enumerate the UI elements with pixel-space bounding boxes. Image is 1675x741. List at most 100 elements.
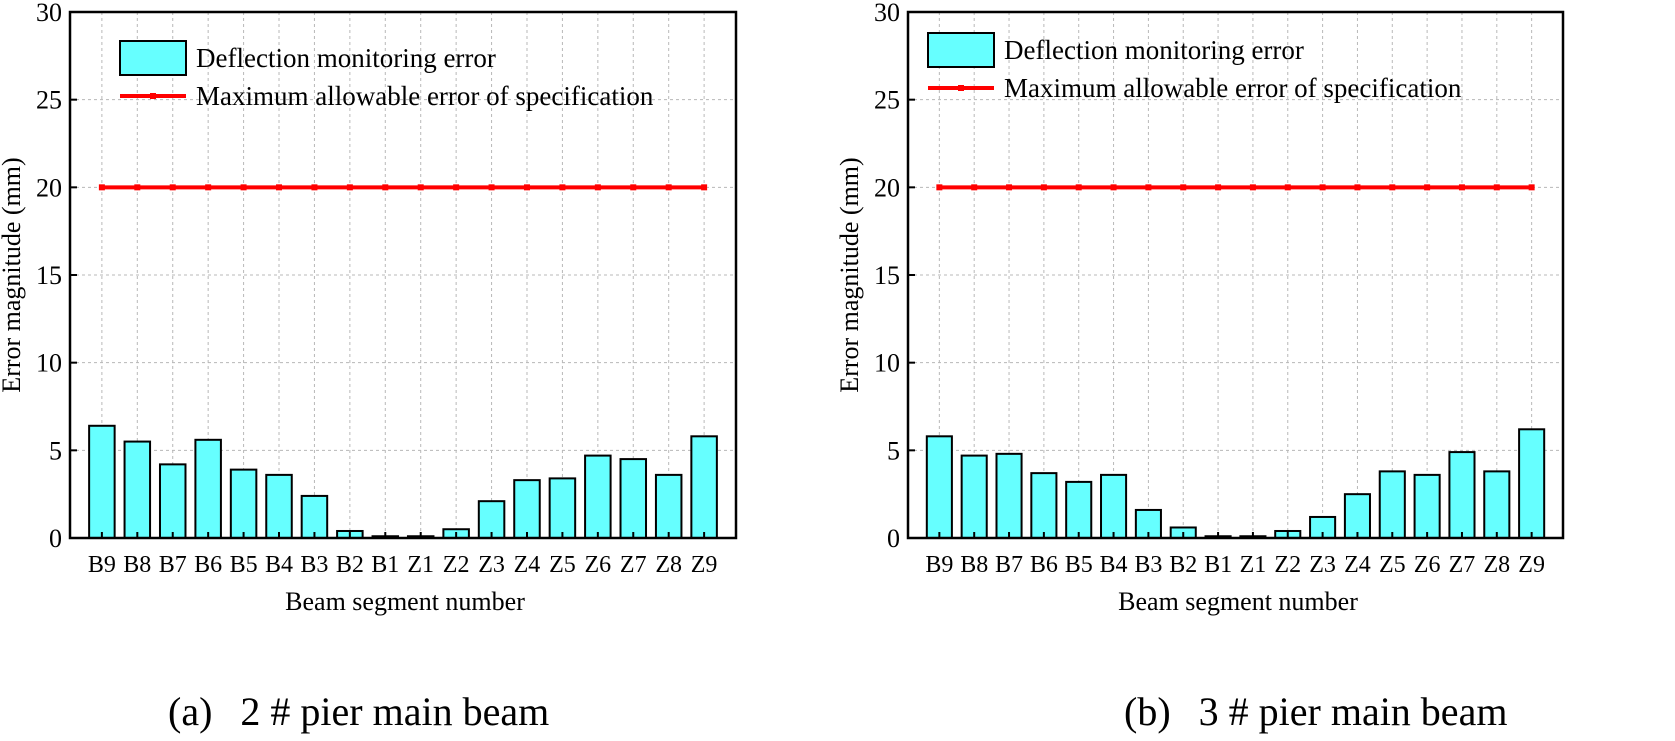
x-tick-label-B4: B4 — [1100, 552, 1128, 578]
bar-B3 — [300, 494, 329, 540]
spec-line-point — [523, 184, 530, 191]
y-tick-label: 25 — [36, 86, 62, 115]
x-tick-label-Z6: Z6 — [1414, 552, 1441, 578]
spec-line-point — [346, 184, 353, 191]
bar-Z8 — [654, 473, 683, 540]
spec-line-point — [382, 184, 389, 191]
spec-line-point — [453, 184, 460, 191]
x-tick-label-B7: B7 — [995, 552, 1023, 578]
bar-Z4 — [513, 479, 541, 540]
spec-line-point — [488, 184, 495, 191]
spec-line-point — [1040, 184, 1047, 191]
x-tick-label-Z9: Z9 — [691, 552, 718, 578]
x-tick-label-Z2: Z2 — [443, 552, 470, 578]
spec-line-point — [311, 184, 318, 191]
x-tick-label-Z4: Z4 — [514, 552, 541, 578]
x-tick-label-Z4: Z4 — [1344, 552, 1371, 578]
plot-frame — [906, 10, 1565, 540]
spec-line-point — [1006, 184, 1013, 191]
x-tick-label-Z6: Z6 — [585, 552, 612, 578]
x-tick-label-Z2: Z2 — [1274, 552, 1301, 578]
spec-line-point — [1249, 184, 1256, 191]
spec-line-point — [1389, 184, 1396, 191]
x-tick-label-Z3: Z3 — [1309, 552, 1336, 578]
legend-line-label: Maximum allowable error of specification — [1004, 73, 1462, 103]
bar-Z7 — [1448, 451, 1476, 539]
bar-Z6 — [584, 454, 612, 539]
spec-line-point — [1180, 184, 1187, 191]
spec-line-point — [1215, 184, 1222, 191]
bar-B8 — [123, 440, 152, 540]
caption-a-label: (a) — [168, 689, 213, 734]
x-tick-label-Z1: Z1 — [1240, 552, 1267, 578]
plot-frame — [68, 10, 738, 540]
bar-Z4 — [1343, 493, 1371, 539]
spec-line-point — [1145, 184, 1152, 191]
y-tick-label: 20 — [36, 173, 62, 202]
bar-Z5 — [1378, 470, 1406, 539]
x-tick-label-B6: B6 — [194, 552, 222, 578]
x-tick-label-Z8: Z8 — [1483, 552, 1510, 578]
spec-line-point — [1424, 184, 1431, 191]
bar-Z5 — [548, 477, 577, 539]
x-tick-label-B5: B5 — [230, 552, 258, 578]
x-tick-label-B4: B4 — [265, 552, 293, 578]
chart-panel-b: 0 5 10 15 20 25 30 B9 B8 B7 B6 B5 B4 B3 B2 B1 Z1 Z2 Z3 Z4 Z5… — [835, 0, 1565, 616]
x-tick-label-Z7: Z7 — [1449, 552, 1476, 578]
legend-line-marker — [150, 93, 156, 99]
spec-line-point — [276, 184, 283, 191]
y-tick-label: 0 — [49, 524, 62, 553]
x-tick-label-B3: B3 — [300, 552, 328, 578]
chart-panel-a: 0 5 10 15 20 25 30 B9 B8 B7 B6 B5 B4 B3 B2 B1 Z1 Z2 Z3 Z4 Z5… — [0, 0, 738, 616]
y-tick-label: 30 — [36, 0, 62, 27]
spec-line-point — [98, 184, 105, 191]
caption-b-label: (b) — [1124, 689, 1171, 734]
x-tick-label-B6: B6 — [1030, 552, 1058, 578]
y-tick-label: 5 — [49, 436, 62, 465]
spec-line-point — [169, 184, 176, 191]
bar-B4 — [265, 473, 293, 540]
bar-Z7 — [619, 458, 648, 540]
spec-line-point — [417, 184, 424, 191]
spec-line-point — [240, 184, 247, 191]
x-axis-title: Beam segment number — [285, 587, 525, 616]
x-tick-label-Z3: Z3 — [478, 552, 505, 578]
x-tick-label-B1: B1 — [371, 552, 399, 578]
x-tick-label-Z7: Z7 — [620, 552, 647, 578]
y-tick-label: 10 — [874, 349, 900, 378]
bar-B8 — [960, 454, 988, 539]
x-tick-label-B9: B9 — [88, 552, 116, 578]
spec-line-point — [630, 184, 637, 191]
spec-line-point — [936, 184, 943, 191]
caption-a-text: 2 # pier main beam — [240, 689, 550, 734]
y-tick-label: 30 — [874, 0, 900, 27]
y-tick-label: 20 — [874, 173, 900, 202]
legend-line-marker — [958, 85, 964, 91]
x-tick-label-B7: B7 — [159, 552, 187, 578]
spec-line-point — [1493, 184, 1500, 191]
caption-a: (a) 2 # pier main beam — [168, 688, 549, 735]
x-tick-label-Z5: Z5 — [549, 552, 576, 578]
spec-line-point — [1458, 184, 1465, 191]
spec-line-point — [1284, 184, 1291, 191]
bar-B7 — [158, 463, 187, 539]
legend-bar-swatch — [927, 32, 995, 68]
bar-B9 — [925, 435, 953, 540]
spec-line-point — [205, 184, 212, 191]
spec-line-point — [665, 184, 672, 191]
x-tick-label-B8: B8 — [123, 552, 151, 578]
x-tick-label-B5: B5 — [1065, 552, 1093, 578]
caption-b-text: 3 # pier main beam — [1198, 689, 1508, 734]
y-tick-label: 25 — [874, 86, 900, 115]
y-tick-label: 0 — [887, 524, 900, 553]
x-axis-title: Beam segment number — [1118, 587, 1358, 616]
x-tick-label-Z5: Z5 — [1379, 552, 1406, 578]
bar-B5 — [1065, 480, 1093, 540]
y-tick-label: 15 — [36, 261, 62, 290]
bar-B6 — [1030, 472, 1058, 540]
spec-line-point — [971, 184, 978, 191]
bar-B5 — [229, 468, 258, 539]
bar-Z8 — [1483, 470, 1511, 539]
bar-B9 — [88, 424, 116, 539]
